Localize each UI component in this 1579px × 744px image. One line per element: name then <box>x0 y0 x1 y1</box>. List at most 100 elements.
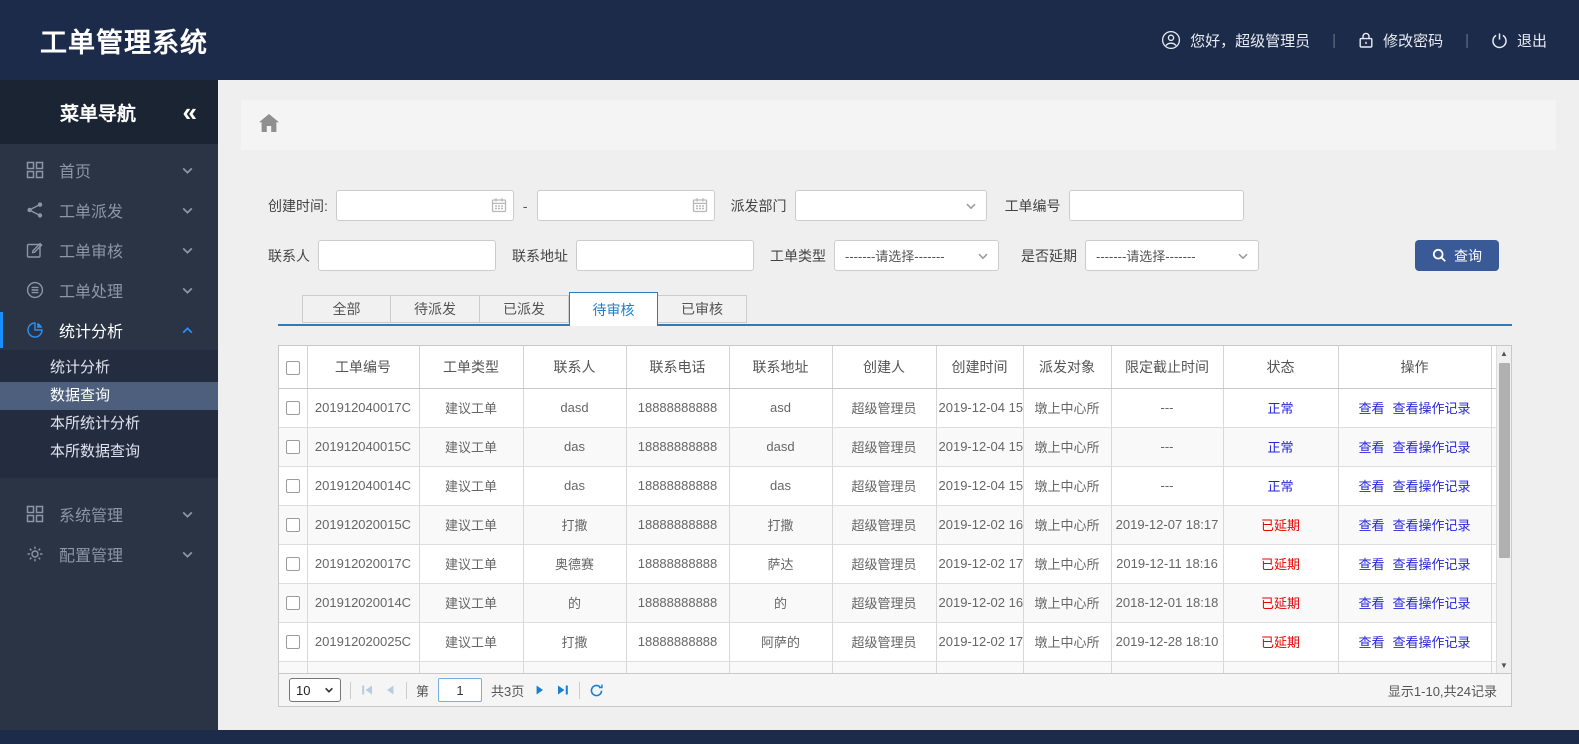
sidebar-collapse-button[interactable]: « <box>182 97 198 127</box>
tabs-underline <box>278 324 1512 326</box>
cell-created: 2019-12-04 15 <box>936 427 1024 467</box>
cell-deadline: 2019-12-07 18:17 <box>1111 505 1224 545</box>
sidebar-item-home[interactable]: 首页 <box>0 150 218 190</box>
cell-type: 建议工单 <box>419 622 524 662</box>
footer-bar <box>0 730 1579 744</box>
address-input[interactable] <box>576 240 754 271</box>
sidebar-item-process[interactable]: 工单处理 <box>0 270 218 310</box>
filler-cell <box>1491 661 1498 673</box>
sidebar-item-dispatch[interactable]: 工单派发 <box>0 190 218 230</box>
prev-page-button[interactable] <box>383 683 397 697</box>
page-size-select[interactable]: 10 <box>289 678 341 702</box>
search-button[interactable]: 查询 <box>1415 240 1499 271</box>
cell-status: 已延期 <box>1223 583 1339 623</box>
row-select-cell <box>279 622 308 662</box>
view-operation-log-link[interactable]: 查看操作记录 <box>1392 440 1471 455</box>
order-type-select[interactable]: -------请选择------- <box>834 240 999 271</box>
last-page-button[interactable] <box>556 683 570 697</box>
view-link[interactable]: 查看 <box>1358 479 1385 494</box>
view-operation-log-link[interactable]: 查看操作记录 <box>1392 635 1471 650</box>
scrollbar-thumb[interactable] <box>1499 363 1510 558</box>
tab-pending-dispatch[interactable]: 待派发 <box>391 295 480 323</box>
cell-actions: 查看 查看操作记录 <box>1338 466 1492 506</box>
home-icon[interactable] <box>259 113 279 137</box>
view-link[interactable]: 查看 <box>1358 557 1385 572</box>
cell-actions: 查看 查看操作记录 <box>1338 427 1492 467</box>
row-checkbox[interactable] <box>285 401 300 416</box>
header-actions: 您好，超级管理员 | 修改密码 | 退出 <box>1161 30 1547 51</box>
cell-phone: 18888888888 <box>626 544 730 584</box>
filler-cell <box>1491 583 1498 623</box>
create-time-end-input[interactable] <box>536 190 715 221</box>
page-number-input[interactable] <box>438 678 483 702</box>
refresh-button[interactable] <box>589 683 604 698</box>
view-operation-log-link[interactable]: 查看操作记录 <box>1392 479 1471 494</box>
column-header: 联系人 <box>523 346 627 389</box>
sidebar-item-config[interactable]: 配置管理 <box>0 534 218 574</box>
tab-reviewed[interactable]: 已审核 <box>658 295 747 323</box>
next-page-button[interactable] <box>533 683 547 697</box>
sidebar-item-label: 工单派发 <box>59 204 124 221</box>
view-operation-log-link[interactable]: 查看操作记录 <box>1392 518 1471 533</box>
table-scrollbar[interactable]: ▲ ▼ <box>1496 346 1511 673</box>
view-link[interactable]: 查看 <box>1358 596 1385 611</box>
view-link[interactable]: 查看 <box>1358 440 1385 455</box>
sidebar-subitem-office-stats[interactable]: 本所统计分析 <box>50 415 141 432</box>
sidebar-subitem-data-query[interactable]: 数据查询 <box>0 382 218 410</box>
order-no-label: 工单编号 <box>1004 197 1061 214</box>
create-time-start-input[interactable] <box>335 190 514 221</box>
select-all-checkbox[interactable] <box>285 360 300 375</box>
process-icon <box>25 280 45 300</box>
contact-input[interactable] <box>318 240 496 271</box>
view-link[interactable]: 查看 <box>1358 518 1385 533</box>
order-no-input[interactable] <box>1068 190 1244 221</box>
tab-dispatched[interactable]: 已派发 <box>480 295 569 323</box>
user-icon <box>1161 30 1181 50</box>
view-link[interactable]: 查看 <box>1358 401 1385 416</box>
row-checkbox[interactable] <box>285 635 300 650</box>
sidebar-item-review[interactable]: 工单审核 <box>0 230 218 270</box>
pagination-divider <box>406 681 407 699</box>
filler-header-cell <box>1491 346 1498 389</box>
first-page-button[interactable] <box>360 683 374 697</box>
tab-pending-review[interactable]: 待审核 <box>569 292 658 326</box>
main-content: 创建时间: - 派发部门 <box>218 80 1579 730</box>
row-checkbox[interactable] <box>285 518 300 533</box>
logout-link[interactable]: 退出 <box>1491 30 1547 51</box>
user-greeting[interactable]: 您好，超级管理员 <box>1161 30 1310 51</box>
grid-icon <box>25 160 45 180</box>
table-row: 201912020017C 建议工单 奥德赛 18888888888 萨达 超级管理员 20… <box>279 544 1498 584</box>
sidebar-item-stats[interactable]: 统计分析 <box>0 310 218 350</box>
record-summary: 显示1-10,共24记录 <box>1387 683 1497 699</box>
is-delayed-select[interactable]: -------请选择------- <box>1085 240 1259 271</box>
cell-address <box>729 661 833 673</box>
cell-status: 正常 <box>1223 388 1339 428</box>
cell-type: 建议工单 <box>419 427 524 467</box>
view-operation-log-link[interactable]: 查看操作记录 <box>1392 596 1471 611</box>
view-operation-log-link[interactable]: 查看操作记录 <box>1392 557 1471 572</box>
row-checkbox[interactable] <box>285 557 300 572</box>
sidebar-item-system[interactable]: 系统管理 <box>0 494 218 534</box>
cell-creator: 超级管理员 <box>832 388 937 428</box>
change-password-link[interactable]: 修改密码 <box>1358 30 1443 51</box>
sidebar-subitem-stats-analysis[interactable]: 统计分析 <box>50 359 111 376</box>
row-checkbox[interactable] <box>285 596 300 611</box>
view-operation-log-link[interactable]: 查看操作记录 <box>1392 401 1471 416</box>
dispatch-dept-select[interactable] <box>794 190 987 221</box>
scroll-up-arrow[interactable]: ▲ <box>1500 349 1508 358</box>
row-checkbox[interactable] <box>285 440 300 455</box>
view-link[interactable]: 查看 <box>1358 635 1385 650</box>
column-header: 工单编号 <box>307 346 420 389</box>
tab-all[interactable]: 全部 <box>302 295 391 323</box>
cell-deadline: 2018-12-01 18:18 <box>1111 583 1224 623</box>
cell-type: 建议工单 <box>419 505 524 545</box>
pie-icon <box>25 320 45 340</box>
row-checkbox[interactable] <box>285 479 300 494</box>
change-password-text: 修改密码 <box>1383 32 1444 50</box>
sidebar-header: 菜单导航 « <box>0 80 218 144</box>
scroll-down-arrow[interactable]: ▼ <box>1500 661 1508 670</box>
dispatch-dept-label: 派发部门 <box>730 197 787 214</box>
row-select-cell <box>279 466 308 506</box>
sidebar-subitem-office-data-query[interactable]: 本所数据查询 <box>50 443 141 460</box>
chevron-down-icon <box>181 508 194 521</box>
